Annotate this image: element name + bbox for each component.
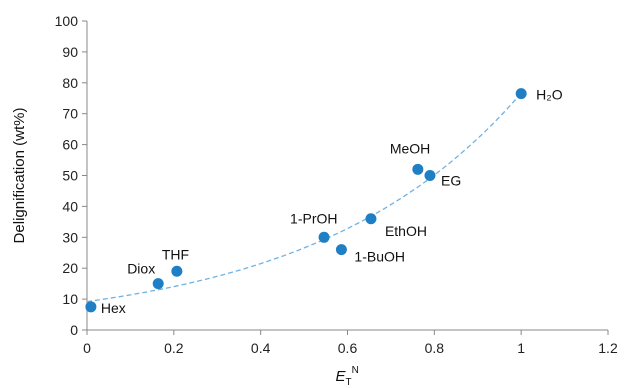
x-axis-title-main: E <box>336 368 347 385</box>
y-tick-label: 30 <box>62 229 78 245</box>
x-axis-title-sup: N <box>352 365 359 376</box>
data-point <box>152 278 164 290</box>
y-tick-label: 0 <box>70 322 78 338</box>
data-point <box>318 231 330 243</box>
data-point <box>85 301 97 313</box>
y-axis-title: Delignification (wt%) <box>11 108 28 244</box>
data-point <box>335 244 347 256</box>
x-axis-title-sub: T <box>346 377 352 388</box>
y-tick-label: 40 <box>62 198 78 214</box>
x-tick-label: 0.8 <box>425 340 445 356</box>
x-tick-label: 0.2 <box>164 340 184 356</box>
x-tick-label: 1 <box>517 340 525 356</box>
point-label: 1-BuOH <box>354 249 405 265</box>
data-point <box>424 170 436 181</box>
data-point <box>412 163 424 175</box>
x-tick-label: 0 <box>83 340 91 356</box>
point-label: EthOH <box>385 223 427 239</box>
data-point <box>515 88 527 100</box>
point-label: THF <box>162 246 189 262</box>
y-tick-label: 70 <box>62 106 78 122</box>
point-label: MeOH <box>390 140 430 156</box>
x-tick-labels: 0 0.2 0.4 0.6 0.8 1 1.2 <box>83 330 618 356</box>
y-tick-label: 90 <box>62 44 78 60</box>
point-labels: Hex Diox THF 1-PrOH 1-BuOH EthOH MeOH EG H₂O <box>101 87 563 316</box>
y-tick-label: 20 <box>62 260 78 276</box>
x-tick-label: 1.2 <box>598 340 618 356</box>
trendline <box>86 92 522 303</box>
x-tick-label: 0.4 <box>251 340 271 356</box>
point-label: H₂O <box>536 87 563 103</box>
y-tick-labels: 0 10 20 30 40 50 60 70 80 90 100 <box>55 13 87 338</box>
y-tick-label: 50 <box>62 168 78 184</box>
y-tick-label: 100 <box>55 13 79 29</box>
axes <box>86 21 608 331</box>
point-label: Hex <box>101 300 126 316</box>
x-axis-title: ETN <box>336 365 359 388</box>
y-tick-label: 10 <box>62 291 78 307</box>
y-tick-label: 60 <box>62 137 78 153</box>
data-point <box>365 213 377 225</box>
point-label: 1-PrOH <box>290 210 337 226</box>
point-label: EG <box>441 173 461 189</box>
x-tick-label: 0.6 <box>338 340 358 356</box>
point-label: Diox <box>127 261 155 277</box>
data-point <box>171 265 183 277</box>
data-points <box>85 88 527 313</box>
y-tick-label: 80 <box>62 75 78 91</box>
